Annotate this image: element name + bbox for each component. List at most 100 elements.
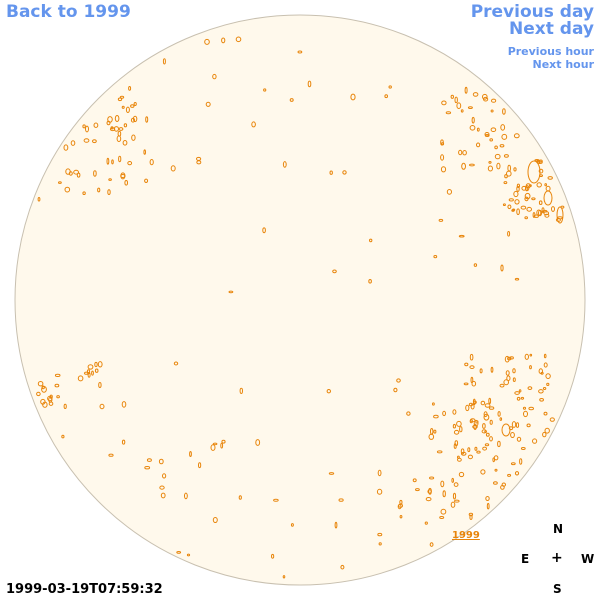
contour-mark bbox=[398, 503, 404, 508]
contour-mark bbox=[516, 208, 520, 215]
contour-mark bbox=[132, 115, 138, 123]
contour-mark bbox=[516, 396, 521, 401]
contour-mark bbox=[527, 160, 541, 184]
contour-mark bbox=[482, 93, 488, 100]
back-to-year-link[interactable]: Back to 1999 bbox=[6, 2, 131, 22]
contour-mark bbox=[459, 426, 463, 433]
contour-mark bbox=[220, 442, 224, 449]
contour-mark bbox=[454, 499, 460, 503]
contour-mark bbox=[507, 231, 511, 237]
contour-mark bbox=[507, 204, 512, 210]
contour-mark bbox=[118, 127, 124, 131]
compass-south: S bbox=[553, 582, 562, 596]
contour-mark bbox=[160, 492, 166, 499]
contour-mark bbox=[544, 427, 550, 434]
contour-mark bbox=[97, 361, 103, 368]
contour-mark bbox=[484, 132, 490, 137]
contour-mark bbox=[377, 532, 383, 537]
contour-mark bbox=[49, 394, 53, 399]
contour-mark bbox=[378, 542, 382, 546]
contour-mark bbox=[117, 130, 122, 137]
contour-mark bbox=[529, 365, 532, 370]
contour-mark bbox=[162, 473, 167, 479]
contour-mark bbox=[467, 447, 471, 453]
contour-mark bbox=[543, 411, 548, 416]
contour-mark bbox=[350, 93, 356, 101]
year-label[interactable]: 1999 bbox=[452, 530, 480, 541]
contour-mark bbox=[503, 181, 508, 185]
contour-mark bbox=[384, 94, 389, 99]
contour-mark bbox=[489, 419, 493, 425]
contour-mark bbox=[488, 397, 492, 405]
contour-mark bbox=[496, 162, 501, 170]
contour-mark bbox=[290, 523, 294, 527]
contour-mark bbox=[58, 181, 62, 184]
contour-mark bbox=[143, 149, 146, 155]
contour-mark bbox=[512, 208, 516, 212]
contour-mark bbox=[543, 190, 553, 206]
contour-mark bbox=[471, 380, 477, 387]
contour-mark bbox=[509, 356, 514, 360]
contour-mark bbox=[63, 403, 67, 409]
contour-mark bbox=[425, 497, 432, 502]
contour-mark bbox=[37, 197, 41, 202]
contour-mark bbox=[84, 371, 90, 375]
contour-mark bbox=[484, 134, 490, 137]
contour-mark bbox=[186, 553, 191, 557]
previous-day-link[interactable]: Previous day bbox=[470, 2, 594, 22]
next-day-link[interactable]: Next day bbox=[509, 19, 594, 39]
contour-mark bbox=[99, 403, 105, 410]
contour-mark bbox=[462, 150, 467, 156]
contour-mark bbox=[514, 471, 520, 476]
contour-mark bbox=[494, 145, 498, 150]
contour-mark bbox=[486, 502, 490, 510]
previous-hour-link[interactable]: Previous hour bbox=[507, 45, 594, 58]
contour-mark bbox=[196, 160, 202, 165]
contour-mark bbox=[87, 364, 94, 370]
contour-mark bbox=[235, 36, 242, 43]
contour-mark bbox=[433, 414, 439, 419]
contour-mark bbox=[440, 154, 445, 161]
contour-mark bbox=[239, 387, 244, 394]
contour-mark bbox=[63, 144, 69, 151]
contour-mark bbox=[504, 355, 510, 363]
contour-mark bbox=[523, 410, 528, 418]
contour-mark bbox=[128, 86, 132, 91]
contour-mark bbox=[255, 439, 261, 446]
contour-mark bbox=[527, 386, 533, 391]
contour-mark bbox=[145, 116, 149, 123]
contour-mark bbox=[111, 159, 114, 165]
contour-mark bbox=[446, 189, 452, 195]
contour-mark bbox=[469, 163, 475, 167]
contour-mark bbox=[158, 458, 164, 465]
contour-mark bbox=[282, 161, 287, 168]
contour-mark bbox=[476, 127, 480, 132]
contour-mark bbox=[493, 481, 498, 485]
contour-mark bbox=[500, 485, 505, 490]
contour-mark bbox=[494, 153, 501, 160]
contour-mark bbox=[124, 180, 128, 186]
contour-mark bbox=[438, 218, 444, 222]
contour-mark bbox=[489, 138, 494, 142]
contour-mark bbox=[162, 58, 166, 65]
contour-mark bbox=[468, 512, 474, 517]
contour-mark bbox=[465, 404, 470, 412]
contour-mark bbox=[68, 171, 73, 176]
contour-mark bbox=[456, 420, 462, 427]
contour-mark bbox=[539, 398, 544, 402]
contour-mark bbox=[41, 386, 47, 393]
contour-mark bbox=[532, 438, 538, 444]
next-hour-link[interactable]: Next hour bbox=[532, 58, 595, 71]
contour-mark bbox=[469, 353, 474, 361]
contour-mark bbox=[536, 159, 541, 164]
contour-mark bbox=[61, 434, 65, 439]
contour-mark bbox=[454, 96, 458, 104]
contour-mark bbox=[377, 469, 382, 477]
contour-mark bbox=[440, 508, 447, 515]
contour-mark bbox=[475, 420, 479, 424]
contour-mark bbox=[93, 170, 97, 177]
contour-mark bbox=[221, 439, 226, 444]
contour-mark bbox=[471, 116, 475, 124]
contour-mark bbox=[497, 411, 501, 417]
